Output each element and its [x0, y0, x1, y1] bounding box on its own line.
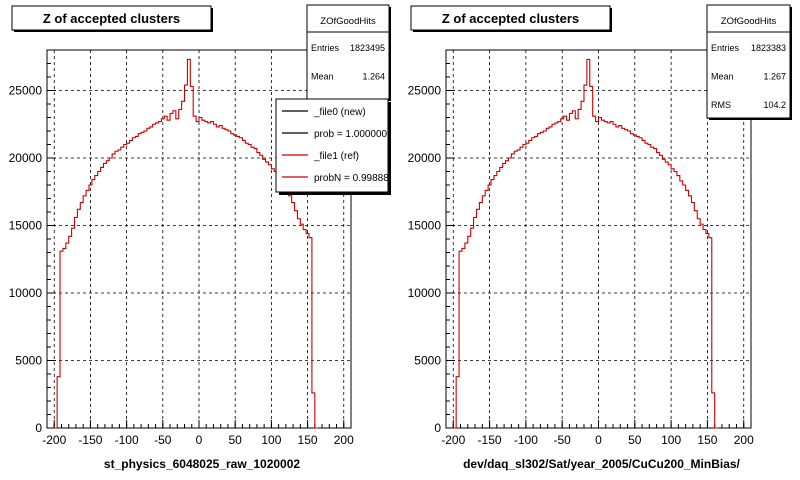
y-tick-label: 20000	[408, 151, 442, 165]
x-tick-label: 200	[334, 433, 354, 447]
x-tick-label: 150	[298, 433, 318, 447]
x-tick-label: -150	[78, 433, 102, 447]
y-tick-label: 20000	[9, 151, 43, 165]
x-tick-label: -200	[42, 433, 66, 447]
x-tick-label: 200	[734, 433, 754, 447]
legend-label: prob = 1.000000	[314, 129, 388, 140]
x-tick-label: 100	[261, 433, 281, 447]
x-tick-label: 150	[697, 433, 717, 447]
stats-box: ZOfGoodHits Entries 1823383 Mean 1.267 RMS 104…	[706, 4, 792, 120]
y-tick-label: 10000	[408, 286, 442, 300]
y-tick-label: 25000	[408, 84, 442, 98]
plot-title: Z of accepted clusters	[43, 11, 180, 26]
stats-label: Mean	[711, 72, 734, 82]
x-tick-label: -50	[154, 433, 172, 447]
stats-value: 104.2	[763, 100, 786, 110]
histogram-line	[453, 58, 718, 429]
stats-label: Mean	[311, 72, 334, 82]
stats-name: ZOfGoodHits	[721, 16, 777, 27]
x-tick-label: 100	[661, 433, 681, 447]
y-tick-label: 25000	[9, 84, 43, 98]
y-tick-label: 15000	[408, 219, 442, 233]
stats-frame	[706, 4, 791, 119]
stats-label: Entries	[711, 43, 740, 53]
y-tick-label: 0	[434, 421, 441, 435]
x-tick-label: -150	[478, 433, 502, 447]
y-tick-label: 0	[35, 421, 42, 435]
histogram-pad-1: -200 -150 -100 -50 0 50 100 150 200 0 5000 10000 150…	[9, 4, 391, 471]
legend-label: _file0 (new)	[313, 107, 366, 118]
plot-title: Z of accepted clusters	[442, 11, 579, 26]
histogram-series	[453, 58, 718, 429]
title-box	[11, 5, 212, 31]
histogram-series	[54, 58, 318, 429]
legend-label: probN = 0.99888	[314, 173, 389, 184]
x-tick-label: -50	[554, 433, 572, 447]
legend: _file0 (new) prob = 1.000000 _file1 (ref) p…	[275, 98, 391, 195]
y-tick-label: 5000	[15, 354, 42, 368]
title-box	[410, 5, 611, 31]
stats-value: 1823383	[751, 43, 786, 53]
y-tick-label: 15000	[9, 219, 43, 233]
legend-label: _file1 (ref)	[313, 151, 359, 162]
y-tick-label: 5000	[414, 354, 441, 368]
stats-frame	[306, 4, 390, 100]
stats-label: Entries	[311, 43, 340, 53]
stats-label: RMS	[711, 100, 731, 110]
x-tick-label: 50	[229, 433, 243, 447]
stats-value: 1.267	[763, 72, 786, 82]
histogram-pad-2: -200 -150 -100 -50 0 50 100 150 200 0 5000 10000 150…	[408, 4, 792, 471]
x-axis-label: st_physics_6048025_raw_1020002	[104, 457, 300, 471]
histogram-line	[54, 58, 318, 429]
x-tick-label: 0	[196, 433, 203, 447]
stats-box: ZOfGoodHits Entries 1823495 Mean 1.264	[306, 4, 391, 101]
stats-value: 1.264	[362, 72, 385, 82]
x-tick-label: -200	[441, 433, 465, 447]
x-axis-label: dev/daq_sl302/Sat/year_2005/CuCu200_MinB…	[463, 457, 740, 471]
y-tick-label: 10000	[9, 286, 43, 300]
x-tick-label: -100	[115, 433, 139, 447]
stats-name: ZOfGoodHits	[320, 16, 376, 27]
x-tick-label: -100	[514, 433, 538, 447]
x-tick-label: 0	[595, 433, 602, 447]
stats-value: 1823495	[350, 43, 385, 53]
x-tick-label: 50	[628, 433, 642, 447]
